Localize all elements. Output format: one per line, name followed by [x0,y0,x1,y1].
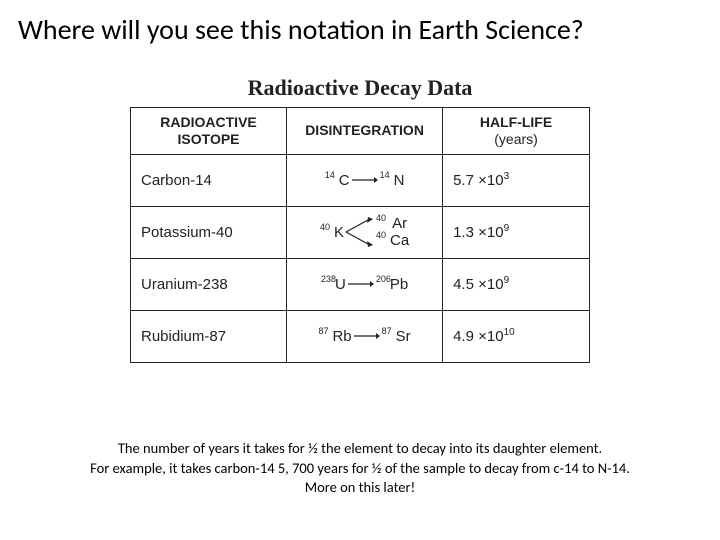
halflife-exp: 9 [504,223,510,234]
nuclide-mass: 14 [380,171,390,180]
col-header-text: (years) [494,131,538,147]
col-header-text: DISINTEGRATION [305,122,424,138]
footer-line: More on this later! [36,478,684,498]
cell-isotope: Potassium-40 [131,206,287,258]
footer-line: The number of years it takes for ½ the e… [36,439,684,459]
halflife-coeff: 4.9 [453,328,474,345]
figure-title: Radioactive Decay Data [130,75,590,101]
cell-halflife: 1.3 ×109 [443,206,590,258]
nuclide-symbol: U [335,276,346,293]
nuclide-symbol: K [334,224,344,241]
nuclide-mass: 40 [376,231,386,240]
nuclide-parent: 87 Rb [318,329,351,344]
nuclide-product: 40 Ca [376,233,409,248]
nuclide-mass: 87 [382,327,392,336]
col-header-halflife: HALF-LIFE (years) [443,108,590,155]
table-row: Uranium-238 238 U 206 Pb [131,258,590,310]
nuclide-product: 206 Pb [376,277,408,292]
nuclide-parent: 238 U [321,277,346,292]
nuclide-mass: 206 [376,275,391,284]
nuclide-parent: 40 K [320,225,344,240]
nuclide-mass: 14 [325,171,335,180]
footer-line: For example, it takes carbon-14 5, 700 y… [36,459,684,479]
cell-disintegration: 238 U 206 Pb [287,258,443,310]
col-header-text: HALF-LIFE [480,114,552,130]
nuclide-parent: 14 C [325,173,350,188]
cell-halflife: 5.7 ×103 [443,154,590,206]
nuclide-product: 87 Sr [382,329,411,344]
decay-table: RADIOACTIVE ISOTOPE DISINTEGRATION HALF-… [130,107,590,363]
arrow-icon [354,331,380,341]
cell-isotope: Rubidium-87 [131,310,287,362]
cell-isotope: Uranium-238 [131,258,287,310]
nuclide-symbol: Ar [392,215,407,232]
col-header-disintegration: DISINTEGRATION [287,108,443,155]
nuclide-symbol: Ca [390,232,409,249]
table-row: Potassium-40 40 K 40 [131,206,590,258]
nuclide-symbol: Pb [390,276,408,293]
col-header-text: RADIOACTIVE [160,114,256,130]
halflife-exp: 9 [504,275,510,286]
decay-figure: Radioactive Decay Data RADIOACTIVE ISOTO… [130,75,590,363]
cell-isotope: Carbon-14 [131,154,287,206]
cell-halflife: 4.5 ×109 [443,258,590,310]
cell-disintegration: 14 C 14 N [287,154,443,206]
nuclide-mass: 40 [376,214,386,223]
cell-halflife: 4.9 ×1010 [443,310,590,362]
cell-disintegration: 40 K 40 Ar [287,206,443,258]
nuclide-symbol: Sr [396,328,411,345]
halflife-coeff: 4.5 [453,276,474,293]
cell-disintegration: 87 Rb 87 Sr [287,310,443,362]
col-header-isotope: RADIOACTIVE ISOTOPE [131,108,287,155]
nuclide-symbol: Rb [332,328,351,345]
arrow-icon [352,175,378,185]
arrow-icon [348,279,374,289]
halflife-coeff: 1.3 [453,224,474,241]
halflife-coeff: 5.7 [453,172,474,189]
col-header-text: ISOTOPE [178,131,240,147]
nuclide-mass: 87 [318,327,328,336]
halflife-exp: 10 [504,327,515,338]
slide-title: Where will you see this notation in Eart… [0,0,720,47]
nuclide-mass: 40 [320,223,330,232]
nuclide-symbol: C [339,172,350,189]
nuclide-product: 40 Ar [376,216,409,231]
halflife-exp: 3 [504,171,510,182]
footer-text: The number of years it takes for ½ the e… [0,439,720,498]
nuclide-symbol: N [394,172,405,189]
nuclide-mass: 238 [321,275,336,284]
table-row: Carbon-14 14 C 14 N [131,154,590,206]
nuclide-product: 14 N [380,173,405,188]
branch-arrow-icon [344,214,374,250]
table-row: Rubidium-87 87 Rb 87 Sr [131,310,590,362]
